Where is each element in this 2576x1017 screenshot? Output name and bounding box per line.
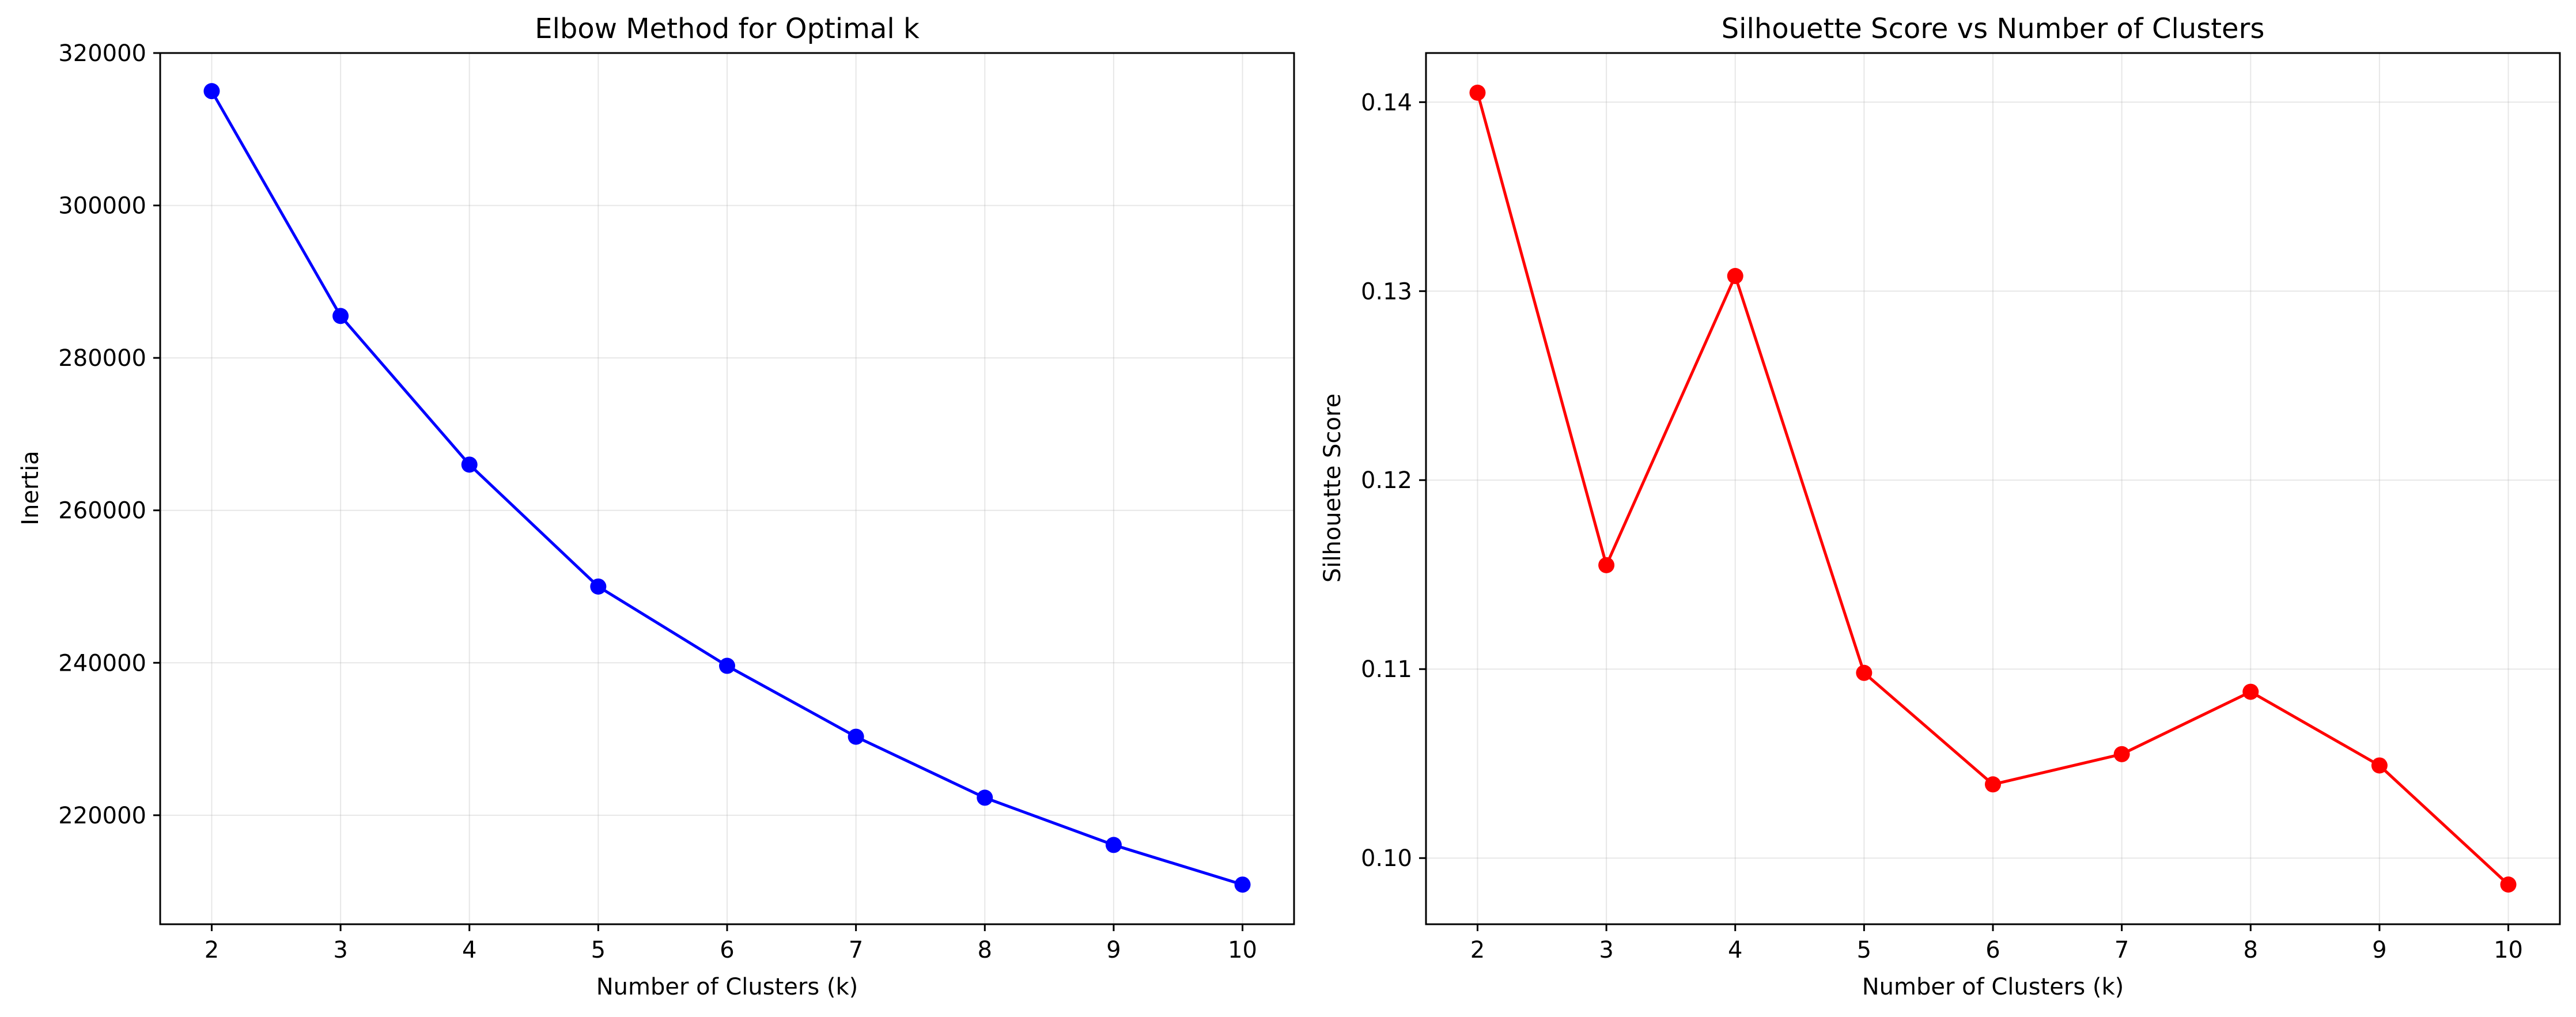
elbow-y-tick-label: 300000 <box>58 193 146 220</box>
elbow-x-tick-label: 2 <box>205 937 219 963</box>
elbow-x-tick-label: 6 <box>720 937 734 963</box>
silhouette-x-tick-label: 10 <box>2494 937 2523 963</box>
elbow-y-tick-label: 260000 <box>58 498 146 524</box>
silhouette-y-tick-label: 0.14 <box>1361 89 1412 116</box>
silhouette-data-point <box>2113 746 2130 762</box>
elbow-x-tick-label: 9 <box>1106 937 1121 963</box>
elbow-x-tick-label: 8 <box>978 937 992 963</box>
silhouette-data-point <box>1469 84 1486 101</box>
silhouette-data-point <box>1985 776 2001 793</box>
silhouette-data-point <box>1727 268 1743 285</box>
elbow-x-axis-label: Number of Clusters (k) <box>596 974 858 1000</box>
silhouette-grid <box>1426 53 2560 924</box>
silhouette-x-tick-label: 7 <box>2114 937 2129 963</box>
elbow-x-tick-label: 5 <box>591 937 606 963</box>
elbow-y-axis-label: Inertia <box>17 451 44 525</box>
elbow-chart: Elbow Method for Optimal k Number of Clu… <box>17 13 1295 1000</box>
silhouette-x-tick-label: 8 <box>2244 937 2258 963</box>
elbow-data-point <box>977 789 993 806</box>
elbow-data-point <box>461 456 478 473</box>
elbow-data-point <box>1105 837 1122 853</box>
silhouette-data-point <box>2500 876 2517 893</box>
elbow-data-point <box>332 308 349 324</box>
elbow-chart-title: Elbow Method for Optimal k <box>535 13 920 45</box>
silhouette-x-tick-label: 4 <box>1728 937 1742 963</box>
silhouette-data-point <box>1856 664 1873 681</box>
silhouette-y-tick-label: 0.12 <box>1361 467 1412 494</box>
elbow-data-point <box>1234 876 1251 893</box>
silhouette-data-point <box>1598 557 1615 573</box>
silhouette-data-point <box>2242 683 2259 700</box>
silhouette-y-tick-label: 0.10 <box>1361 845 1412 872</box>
silhouette-x-axis-label: Number of Clusters (k) <box>1862 974 2124 1000</box>
elbow-x-tick-label: 4 <box>462 937 476 963</box>
elbow-data-point <box>719 657 735 674</box>
silhouette-x-tick-label: 5 <box>1857 937 1871 963</box>
elbow-x-tick-label: 7 <box>849 937 863 963</box>
silhouette-y-tick-label: 0.11 <box>1361 656 1412 683</box>
silhouette-chart-title: Silhouette Score vs Number of Clusters <box>1722 13 2265 45</box>
elbow-data-point <box>203 83 220 100</box>
silhouette-chart: Silhouette Score vs Number of Clusters N… <box>1319 13 2561 1000</box>
elbow-data-point <box>590 578 607 595</box>
elbow-x-tick-label: 3 <box>333 937 347 963</box>
elbow-y-tick-label: 220000 <box>58 803 146 829</box>
elbow-y-tick-label: 240000 <box>58 650 146 676</box>
elbow-y-tick-label: 280000 <box>58 345 146 372</box>
elbow-grid <box>160 52 1294 924</box>
silhouette-y-tick-label: 0.13 <box>1361 278 1412 305</box>
silhouette-y-axis-label: Silhouette Score <box>1319 394 1346 583</box>
elbow-x-tick-label: 10 <box>1228 937 1257 963</box>
silhouette-data-point <box>2371 757 2388 774</box>
silhouette-x-tick-label: 2 <box>1470 937 1485 963</box>
silhouette-x-tick-label: 3 <box>1599 937 1613 963</box>
elbow-y-tick-label: 320000 <box>58 40 146 67</box>
elbow-data-point <box>848 728 864 745</box>
silhouette-x-tick-label: 6 <box>1985 937 2000 963</box>
silhouette-x-tick-label: 9 <box>2372 937 2386 963</box>
